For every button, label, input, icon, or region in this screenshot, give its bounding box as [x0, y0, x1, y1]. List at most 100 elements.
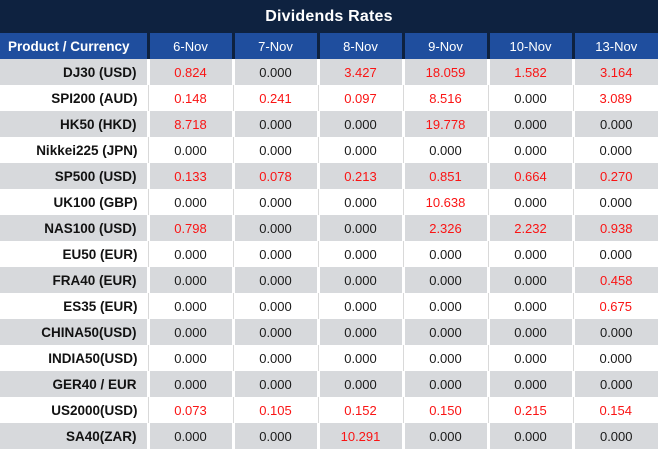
value-cell: 0.000 [572, 137, 658, 163]
table-body: DJ30 (USD) 0.824 0.000 3.427 18.059 1.582 3.16… [0, 59, 658, 449]
product-cell: SPI200 (AUD) [0, 85, 148, 111]
value-cell: 0.215 [487, 397, 573, 423]
table-row: SA40(ZAR) 0.000 0.000 10.291 0.000 0.000 0.000 [0, 423, 658, 449]
value-cell: 0.000 [401, 371, 488, 397]
value-cell: 0.000 [486, 423, 573, 449]
date-header: 10-Nov [486, 33, 573, 59]
value-cell: 0.000 [231, 59, 318, 85]
value-cell: 0.150 [402, 397, 488, 423]
value-cell: 0.000 [231, 423, 318, 449]
table-row: HK50 (HKD) 8.718 0.000 0.000 19.778 0.000 0.00… [0, 111, 658, 137]
value-cell: 0.675 [572, 293, 658, 319]
value-cell: 0.000 [401, 319, 488, 345]
value-cell: 0.000 [572, 241, 658, 267]
value-cell: 0.000 [316, 111, 403, 137]
product-cell: US2000(USD) [0, 397, 148, 423]
table-row: US2000(USD) 0.073 0.105 0.152 0.150 0.215 0.15… [0, 397, 658, 423]
value-cell: 0.000 [317, 293, 403, 319]
product-cell: GER40 / EUR [0, 371, 148, 397]
value-cell: 0.000 [571, 111, 658, 137]
table-row: Nikkei225 (JPN) 0.000 0.000 0.000 0.000 0.000… [0, 137, 658, 163]
date-header: 7-Nov [231, 33, 318, 59]
value-cell: 0.000 [487, 345, 573, 371]
value-cell: 8.718 [146, 111, 233, 137]
value-cell: 2.232 [486, 215, 573, 241]
value-cell: 0.154 [572, 397, 658, 423]
value-cell: 0.000 [571, 319, 658, 345]
table-row: FRA40 (EUR) 0.000 0.000 0.000 0.000 0.000 0.45… [0, 267, 658, 293]
date-header: 6-Nov [146, 33, 233, 59]
value-cell: 0.000 [316, 371, 403, 397]
table-row: CHINA50(USD) 0.000 0.000 0.000 0.000 0.000 0.0… [0, 319, 658, 345]
product-currency-header: Product / Currency [0, 33, 148, 59]
date-header: 8-Nov [316, 33, 403, 59]
value-cell: 0.000 [571, 423, 658, 449]
value-cell: 10.291 [316, 423, 403, 449]
value-cell: 0.000 [487, 137, 573, 163]
product-cell: ES35 (EUR) [0, 293, 148, 319]
product-cell: INDIA50(USD) [0, 345, 148, 371]
value-cell: 0.105 [232, 397, 318, 423]
value-cell: 0.000 [231, 215, 318, 241]
value-cell: 18.059 [401, 59, 488, 85]
product-cell: CHINA50(USD) [0, 319, 148, 345]
value-cell: 0.000 [232, 241, 318, 267]
value-cell: 19.778 [401, 111, 488, 137]
value-cell: 0.000 [487, 85, 573, 111]
value-cell: 0.000 [146, 319, 233, 345]
value-cell: 0.000 [572, 189, 658, 215]
product-cell: DJ30 (USD) [0, 59, 148, 85]
value-cell: 0.213 [316, 163, 403, 189]
table-row: NAS100 (USD) 0.798 0.000 0.000 2.326 2.232 0.9… [0, 215, 658, 241]
value-cell: 0.664 [486, 163, 573, 189]
dividends-rates-table: Product / Currency 6-Nov 7-Nov 8-Nov 9-Nov 10… [0, 33, 658, 449]
value-cell: 0.000 [231, 267, 318, 293]
value-cell: 0.000 [232, 137, 318, 163]
value-cell: 0.000 [486, 111, 573, 137]
value-cell: 0.000 [401, 423, 488, 449]
value-cell: 2.326 [401, 215, 488, 241]
value-cell: 0.798 [146, 215, 233, 241]
value-cell: 0.458 [571, 267, 658, 293]
value-cell: 0.851 [401, 163, 488, 189]
value-cell: 0.000 [486, 267, 573, 293]
value-cell: 0.000 [317, 137, 403, 163]
value-cell: 0.000 [487, 293, 573, 319]
table-row: SP500 (USD) 0.133 0.078 0.213 0.851 0.664 0.27… [0, 163, 658, 189]
value-cell: 0.000 [231, 319, 318, 345]
value-cell: 0.000 [486, 319, 573, 345]
value-cell: 0.000 [316, 215, 403, 241]
value-cell: 0.073 [147, 397, 233, 423]
value-cell: 0.000 [402, 345, 488, 371]
product-cell: HK50 (HKD) [0, 111, 148, 137]
table-row: UK100 (GBP) 0.000 0.000 0.000 10.638 0.000 0.0… [0, 189, 658, 215]
header-row: Product / Currency 6-Nov 7-Nov 8-Nov 9-Nov 10… [0, 33, 658, 59]
value-cell: 0.000 [402, 293, 488, 319]
value-cell: 0.000 [487, 189, 573, 215]
value-cell: 10.638 [402, 189, 488, 215]
value-cell: 0.000 [231, 111, 318, 137]
value-cell: 3.427 [316, 59, 403, 85]
value-cell: 0.000 [232, 345, 318, 371]
value-cell: 0.000 [317, 241, 403, 267]
value-cell: 0.000 [232, 189, 318, 215]
value-cell: 0.000 [147, 293, 233, 319]
value-cell: 0.000 [146, 267, 233, 293]
value-cell: 0.152 [317, 397, 403, 423]
product-cell: Nikkei225 (JPN) [0, 137, 148, 163]
table-title: Dividends Rates [265, 7, 393, 25]
value-cell: 1.582 [486, 59, 573, 85]
value-cell: 3.164 [571, 59, 658, 85]
value-cell: 0.000 [316, 319, 403, 345]
value-cell: 0.133 [146, 163, 233, 189]
product-cell: SP500 (USD) [0, 163, 148, 189]
value-cell: 3.089 [572, 85, 658, 111]
value-cell: 0.938 [571, 215, 658, 241]
value-cell: 0.000 [571, 371, 658, 397]
table-row: EU50 (EUR) 0.000 0.000 0.000 0.000 0.000 0.000 [0, 241, 658, 267]
product-cell: FRA40 (EUR) [0, 267, 148, 293]
value-cell: 8.516 [402, 85, 488, 111]
table-row: DJ30 (USD) 0.824 0.000 3.427 18.059 1.582 3.16… [0, 59, 658, 85]
value-cell: 0.078 [231, 163, 318, 189]
value-cell: 0.000 [572, 345, 658, 371]
